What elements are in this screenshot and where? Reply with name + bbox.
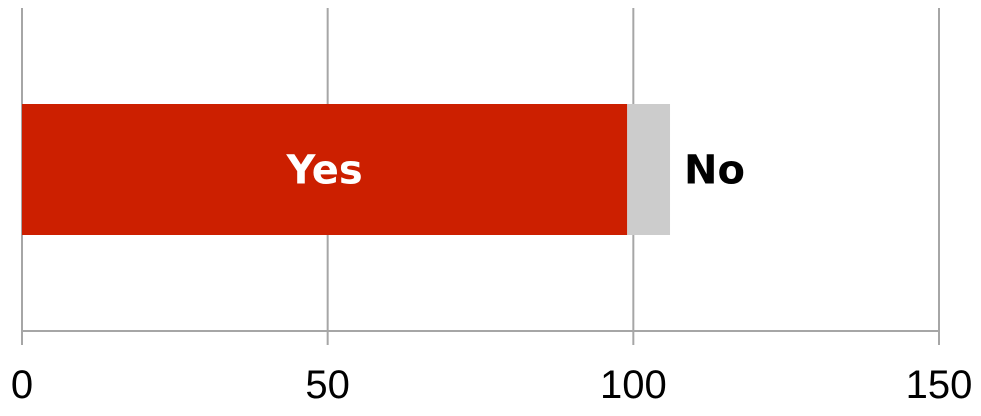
- bar-label-yes: Yes: [285, 148, 362, 194]
- bar-label-no: No: [684, 148, 745, 194]
- bar-segment-yes: [22, 104, 628, 235]
- bars: [22, 104, 671, 235]
- x-tick-label-100: 100: [600, 363, 667, 407]
- x-tick-label-150: 150: [906, 363, 973, 407]
- x-tick-label-50: 50: [305, 363, 350, 407]
- x-tick-label-0: 0: [11, 363, 33, 407]
- bar-segment-no: [627, 104, 671, 235]
- segment-labels: Yes No: [285, 148, 744, 194]
- x-axis: 0 50 100 150: [11, 330, 973, 407]
